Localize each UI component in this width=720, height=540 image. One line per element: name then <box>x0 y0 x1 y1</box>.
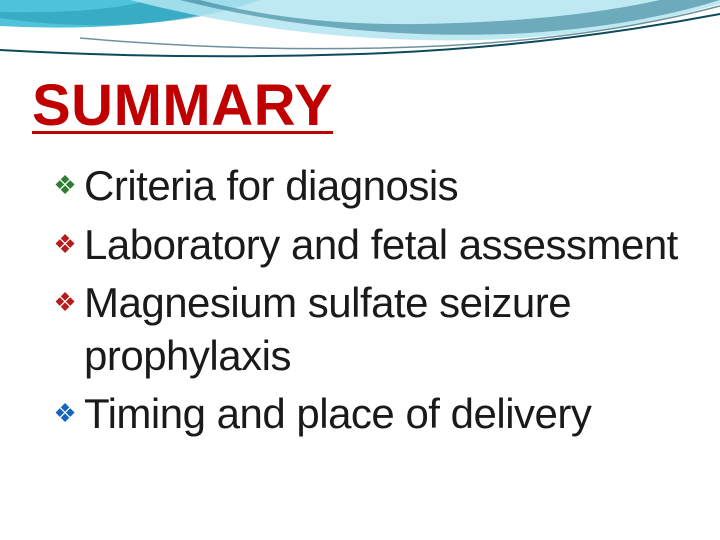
bullet-text: Criteria for diagnosis <box>84 160 458 213</box>
bullet-text: Timing and place of delivery <box>84 388 591 441</box>
wave-thin-line <box>0 14 720 56</box>
diamond-bullet-icon: ❖ <box>52 172 78 198</box>
bullet-item: ❖ Criteria for diagnosis <box>52 160 690 213</box>
wave-top-band <box>0 0 260 28</box>
wave-swoosh-light <box>130 0 720 40</box>
slide-title: SUMMARY <box>32 72 333 139</box>
diamond-bullet-icon: ❖ <box>52 289 78 315</box>
bullet-text: Laboratory and fetal assessment <box>84 219 678 272</box>
bullet-item: ❖ Timing and place of delivery <box>52 388 690 441</box>
bullet-list: ❖ Criteria for diagnosis ❖ Laboratory an… <box>52 160 690 447</box>
wave-swoosh-dark <box>180 0 720 35</box>
diamond-bullet-icon: ❖ <box>52 231 78 257</box>
wave-mid-band <box>0 0 260 25</box>
wave-thin-line-2 <box>80 6 720 49</box>
bullet-item: ❖ Laboratory and fetal assessment <box>52 219 690 272</box>
diamond-bullet-icon: ❖ <box>52 400 78 426</box>
bullet-item: ❖ Magnesium sulfate seizure prophylaxis <box>52 277 690 382</box>
bullet-text: Magnesium sulfate seizure prophylaxis <box>84 277 690 382</box>
slide: SUMMARY ❖ Criteria for diagnosis ❖ Labor… <box>0 0 720 540</box>
